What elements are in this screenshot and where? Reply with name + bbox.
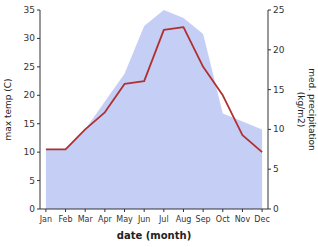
y-tick [37, 10, 40, 11]
y2-tick-label: 5 [273, 164, 279, 174]
y-tick [37, 95, 40, 96]
x-tick [65, 209, 66, 212]
y-tick [37, 209, 40, 210]
precipitation-area [46, 10, 262, 209]
y2-axis-label: med. precipitation(kg/m2) [296, 68, 317, 150]
y2-tick-label: 10 [273, 124, 285, 134]
y2-tick [268, 89, 271, 90]
x-tick-label: Mar [78, 215, 94, 224]
x-tick [203, 209, 204, 212]
x-tick [262, 209, 263, 212]
x-tick [124, 209, 125, 212]
x-axis-line [40, 209, 268, 210]
x-tick-label: May [116, 215, 133, 224]
y-axis-label: max temp (C) [3, 78, 13, 140]
y2-tick [268, 129, 271, 130]
y-tick-label: 20 [24, 90, 36, 100]
y-tick [37, 123, 40, 124]
chart: 0 5 10 15 20 25 30 35 0 5 10 15 20 25 Jan Feb Mar AprMay J… [0, 0, 318, 247]
y-tick-label: 5 [29, 176, 35, 186]
y-tick [37, 38, 40, 39]
y2-axis-label-line: (kg/m2) [296, 92, 306, 127]
x-tick [104, 209, 105, 212]
x-axis-label: date (month) [117, 230, 191, 241]
plot-area [46, 10, 262, 209]
x-tick-label: Sep [196, 215, 211, 224]
y-tick [37, 66, 40, 67]
x-tick [144, 209, 145, 212]
y2-axis-label-line: med. precipitation [307, 68, 317, 150]
y2-tick-label: 15 [273, 85, 284, 95]
x-tick-label: Dec [254, 215, 269, 224]
x-tick [242, 209, 243, 212]
x-tick-label: Apr [98, 215, 113, 224]
y2-axis-line [268, 10, 269, 209]
x-tick [183, 209, 184, 212]
y-tick-label: 0 [29, 204, 35, 214]
y2-tick [268, 169, 271, 170]
x-tick-label: Aug [176, 215, 192, 224]
y2-tick-label: 0 [273, 204, 279, 214]
x-tick [222, 209, 223, 212]
y2-tick [268, 10, 271, 11]
x-tick [85, 209, 86, 212]
x-tick-label: Jun [137, 215, 151, 224]
y2-tick [268, 209, 271, 210]
y-tick-label: 10 [24, 147, 36, 157]
y2-tick-label: 20 [273, 45, 285, 55]
y-tick [37, 152, 40, 153]
y-tick-label: 15 [24, 119, 35, 129]
x-tick-label: Jul [158, 215, 169, 224]
y-tick-label: 35 [24, 5, 35, 15]
y-tick-label: 30 [24, 33, 36, 43]
x-tick [163, 209, 164, 212]
y-tick [37, 180, 40, 181]
x-tick-label: Nov [235, 215, 251, 224]
x-tick-label: Oct [216, 215, 230, 224]
y2-tick [268, 49, 271, 50]
y-tick-label: 25 [24, 62, 35, 72]
temperature-line [46, 27, 262, 152]
y2-tick-label: 25 [273, 5, 284, 15]
x-tick-label: Feb [58, 215, 72, 224]
x-tick [45, 209, 46, 212]
y-axis-line [40, 10, 41, 209]
x-tick-label: Jan [39, 215, 52, 224]
